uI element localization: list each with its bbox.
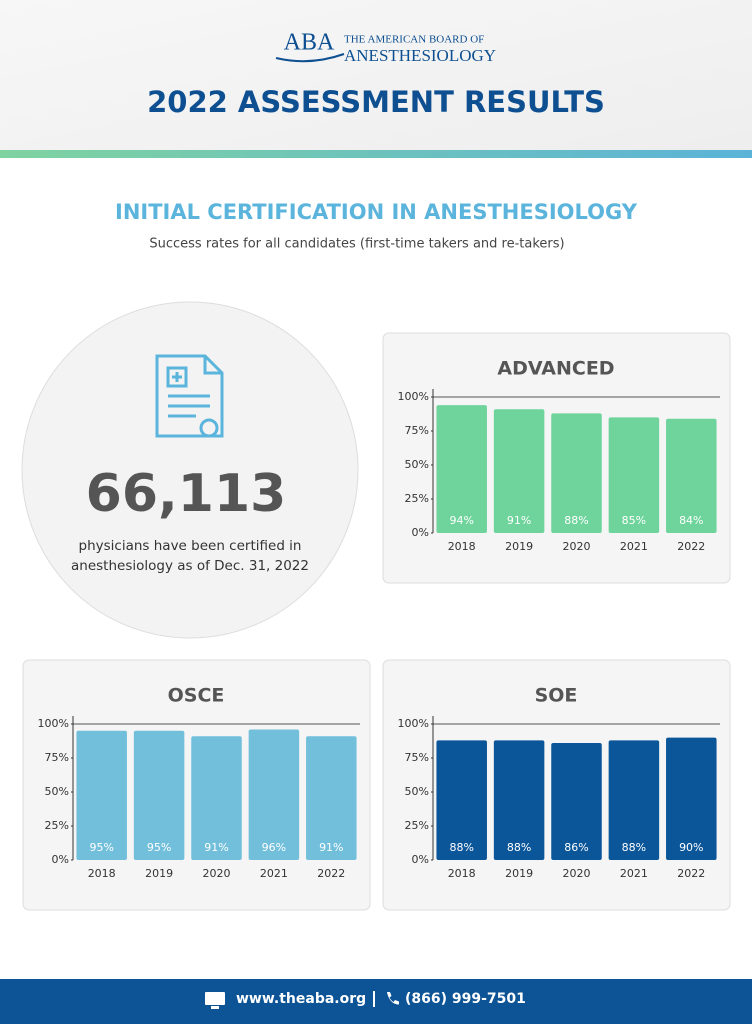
value-label: 88% (507, 841, 531, 854)
bar (436, 740, 487, 860)
value-label: 95% (147, 841, 171, 854)
logo-abbr: ABA (284, 30, 335, 56)
y-tick-label: 50% (405, 785, 429, 798)
value-label: 91% (204, 841, 228, 854)
section-subtitle: Success rates for all candidates (first-… (149, 237, 564, 252)
x-tick-label: 2020 (563, 867, 591, 880)
header-strip (0, 150, 752, 158)
x-tick-label: 2022 (317, 867, 345, 880)
y-tick-label: 100% (398, 390, 429, 403)
bar (666, 418, 717, 533)
bar (191, 736, 242, 860)
monitor-icon (205, 992, 225, 1005)
bar (551, 413, 602, 533)
x-tick-label: 2019 (145, 867, 173, 880)
stat-value: 66,113 (86, 464, 287, 524)
footer-separator (373, 991, 375, 1007)
certificate-icon (155, 354, 224, 438)
value-label: 88% (449, 841, 473, 854)
footer-phone[interactable]: (866) 999-7501 (405, 991, 526, 1007)
y-tick-label: 100% (38, 717, 69, 730)
bar (306, 736, 357, 860)
header-background (0, 0, 752, 150)
y-tick-label: 75% (45, 751, 69, 764)
x-tick-label: 2020 (203, 867, 231, 880)
bar (551, 743, 602, 860)
bar (493, 740, 545, 860)
chart-title: OSCE (168, 685, 225, 707)
chart-title: ADVANCED (497, 358, 614, 380)
chart-title: SOE (535, 685, 578, 707)
chart-card: OSCE 0% 25% 50% 75% 100% 95% 2018 95% 2019 91% 2020… (22, 659, 371, 911)
value-label: 94% (449, 514, 473, 527)
bar (493, 409, 545, 533)
footer-background (0, 979, 752, 1024)
x-tick-label: 2019 (505, 540, 533, 553)
value-label: 85% (622, 514, 646, 527)
value-label: 88% (622, 841, 646, 854)
footer-website[interactable]: www.theaba.org (236, 991, 366, 1007)
y-tick-label: 0% (52, 853, 69, 866)
x-tick-label: 2018 (448, 867, 476, 880)
x-tick-label: 2020 (563, 540, 591, 553)
logo-line1: THE AMERICAN BOARD OF (344, 34, 484, 46)
x-tick-label: 2018 (88, 867, 116, 880)
bar (133, 730, 185, 860)
bar (666, 737, 717, 860)
value-label: 91% (507, 514, 531, 527)
x-tick-label: 2021 (260, 867, 288, 880)
y-tick-label: 25% (405, 819, 429, 832)
y-tick-label: 75% (405, 751, 429, 764)
x-tick-label: 2018 (448, 540, 476, 553)
phone-icon (387, 992, 399, 1005)
x-tick-label: 2022 (677, 540, 705, 553)
section-title: INITIAL CERTIFICATION IN ANESTHESIOLOGY (115, 200, 638, 224)
y-tick-label: 25% (45, 819, 69, 832)
value-label: 96% (262, 841, 286, 854)
bar (608, 740, 660, 860)
logo-line2: ANESTHESIOLOGY (344, 46, 496, 65)
value-label: 95% (89, 841, 113, 854)
y-tick-label: 0% (412, 526, 429, 539)
stat-circle (21, 301, 359, 639)
monitor-stand (211, 1006, 219, 1009)
stat-caption: physicians have been certified in (79, 538, 302, 554)
value-label: 88% (564, 514, 588, 527)
x-tick-label: 2021 (620, 867, 648, 880)
bar (436, 405, 487, 533)
value-label: 84% (679, 514, 703, 527)
x-tick-label: 2019 (505, 867, 533, 880)
page-title: 2022 ASSESSMENT RESULTS (147, 85, 605, 119)
chart-card: ADVANCED 0% 25% 50% 75% 100% 94% 2018 91% 2019 88%… (382, 332, 731, 584)
x-tick-label: 2022 (677, 867, 705, 880)
y-tick-label: 50% (405, 458, 429, 471)
y-tick-label: 0% (412, 853, 429, 866)
value-label: 91% (319, 841, 343, 854)
y-tick-label: 75% (405, 424, 429, 437)
bar (248, 729, 300, 860)
y-tick-label: 100% (398, 717, 429, 730)
y-tick-label: 25% (405, 492, 429, 505)
bar (76, 730, 127, 860)
chart-card: SOE 0% 25% 50% 75% 100% 88% 2018 88% 2019 86% 2020 8… (382, 659, 731, 911)
y-tick-label: 50% (45, 785, 69, 798)
logo-swoosh (275, 53, 345, 63)
value-label: 86% (564, 841, 588, 854)
bar (608, 417, 660, 533)
value-label: 90% (679, 841, 703, 854)
stat-caption: anesthesiology as of Dec. 31, 2022 (71, 558, 309, 574)
x-tick-label: 2021 (620, 540, 648, 553)
